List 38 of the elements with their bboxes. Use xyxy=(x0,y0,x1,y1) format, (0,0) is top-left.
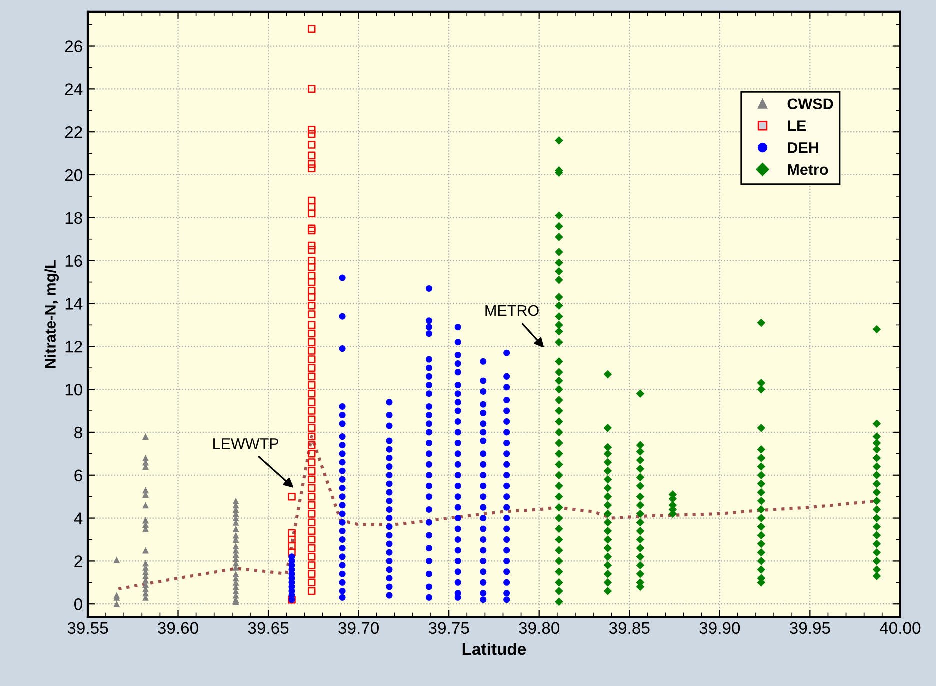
y-tick-label: 20 xyxy=(65,169,82,182)
x-tick-label: 39.80 xyxy=(519,622,560,634)
x-tick-label: 39.60 xyxy=(158,622,198,634)
x-tick-label: 40.00 xyxy=(880,622,921,634)
legend-label: DEH xyxy=(788,142,818,154)
y-tick-label: 0 xyxy=(74,598,82,610)
x-tick-label: 39.90 xyxy=(700,622,740,634)
point xyxy=(142,434,150,440)
y-tick-label: 2 xyxy=(74,556,82,568)
point xyxy=(232,526,240,532)
y-tick-label: 16 xyxy=(66,255,82,268)
x-tick-label: 39.70 xyxy=(338,622,380,634)
y-tick-label: 26 xyxy=(65,40,82,52)
y-tick-label: 24 xyxy=(65,84,83,96)
y-tick-label: 18 xyxy=(66,212,82,224)
legend-label: CWSD xyxy=(788,98,834,110)
y-tick-label: 22 xyxy=(65,126,82,138)
x-tick-label: 39.85 xyxy=(609,622,650,634)
x-tick-label: 39.75 xyxy=(428,622,470,634)
y-axis-title: Nitrate-N, mg/L xyxy=(44,260,60,368)
annotation: LEWWTP xyxy=(214,438,279,450)
point xyxy=(142,547,150,554)
y-tick-label: 4 xyxy=(74,512,83,524)
y-tick-label: 14 xyxy=(66,298,83,310)
y-tick-label: 8 xyxy=(74,426,82,439)
x-tick-label: 39.95 xyxy=(790,622,830,634)
y-tick-label: 6 xyxy=(74,470,82,482)
point xyxy=(142,502,150,509)
legend-label: Metro xyxy=(788,164,828,176)
annotation: METRO xyxy=(486,305,539,316)
x-tick-label: 39.65 xyxy=(248,622,289,634)
y-tick-label: 10 xyxy=(66,384,82,396)
legend-label: LE xyxy=(788,120,806,132)
y-tick-label: 12 xyxy=(66,341,82,353)
x-tick-label: 39.55 xyxy=(68,622,108,634)
point xyxy=(114,556,120,564)
point xyxy=(114,600,120,608)
x-axis-title: Latitude xyxy=(462,642,526,656)
